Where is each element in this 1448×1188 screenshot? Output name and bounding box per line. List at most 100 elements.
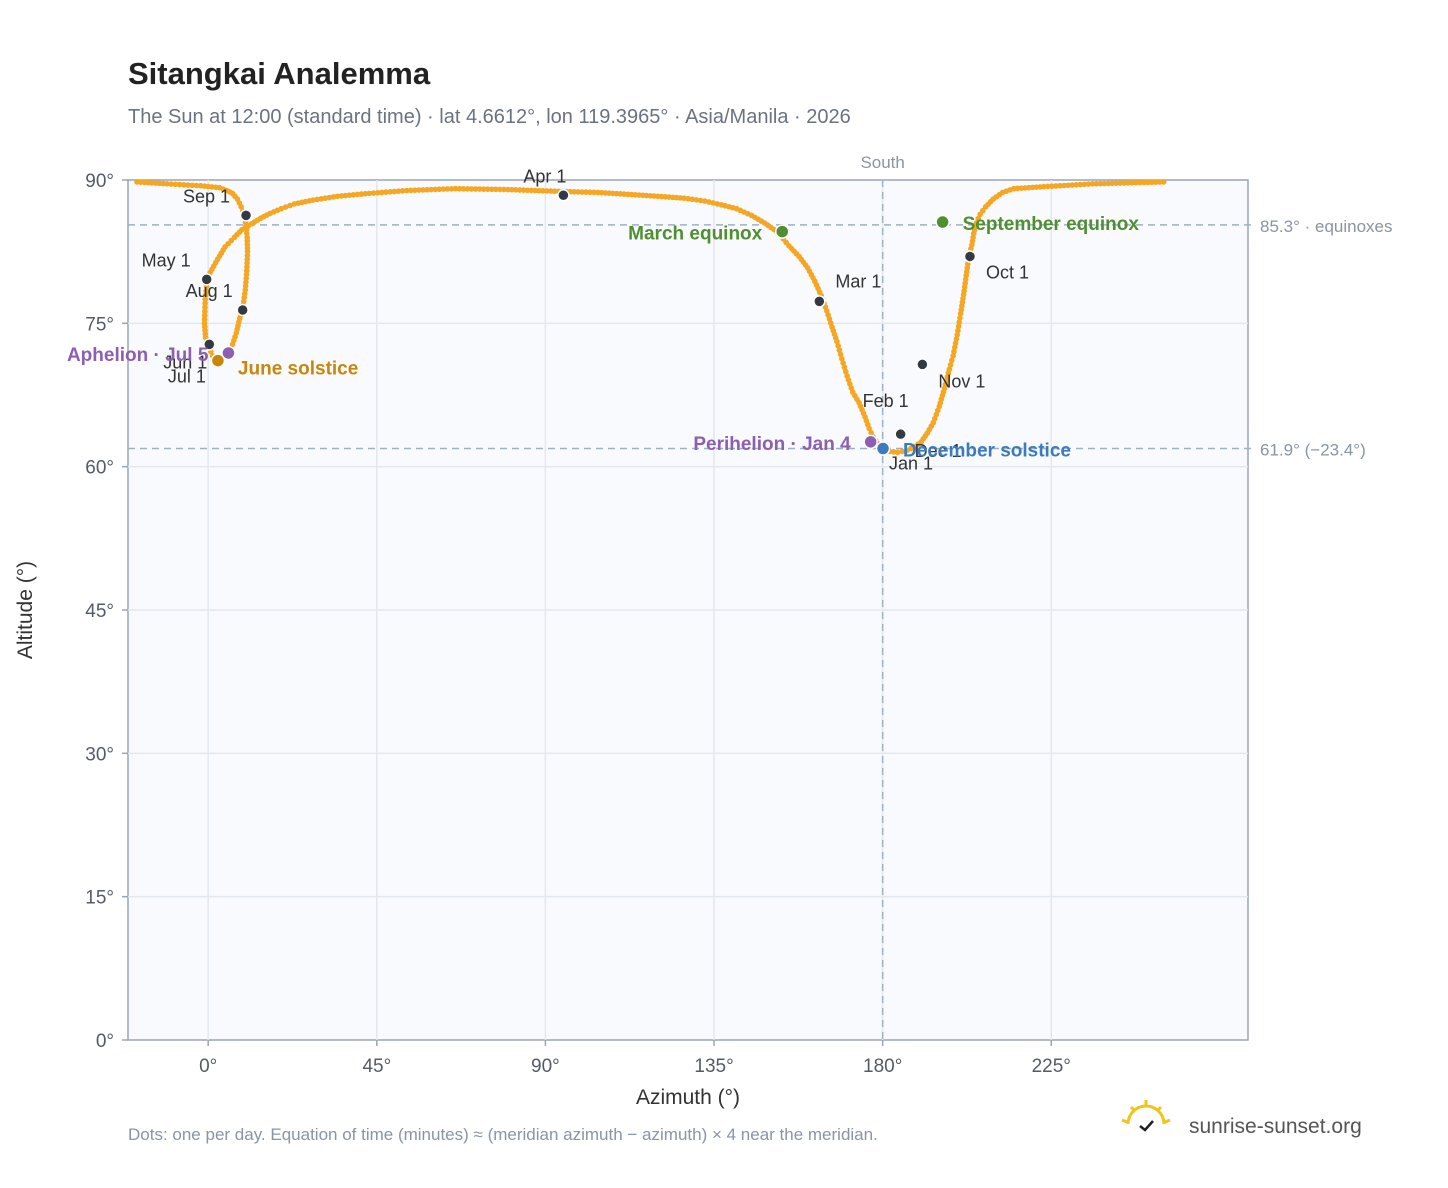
daily-sun-dot: [844, 373, 850, 379]
daily-sun-dot: [464, 186, 471, 192]
month-marker-label: Dec 1: [915, 441, 962, 461]
daily-sun-dot: [456, 185, 463, 192]
daily-sun-dot: [1073, 181, 1080, 188]
event-marker-dot: [774, 224, 790, 239]
brand-text: sunrise-sunset.org: [1189, 1115, 1362, 1138]
event-marker-dot: [875, 441, 891, 456]
x-tick-label: 180°: [863, 1056, 902, 1077]
daily-sun-dot: [975, 215, 982, 222]
daily-sun-dot: [134, 179, 140, 185]
sun-check-logo: [1121, 1100, 1171, 1132]
daily-sun-dot: [1156, 179, 1163, 185]
daily-sun-dot: [168, 181, 174, 187]
altitude-reference-label: 61.9° (−23.4°): [1260, 441, 1366, 460]
daily-sun-dot: [202, 308, 208, 315]
daily-sun-dot: [1097, 180, 1104, 187]
daily-sun-dot: [1152, 179, 1159, 185]
daily-sun-dot: [444, 186, 451, 192]
daily-sun-dot: [1137, 179, 1143, 186]
daily-sun-dot: [595, 189, 601, 196]
event-marker-dot: [935, 214, 950, 230]
daily-sun-dot: [982, 203, 989, 210]
month-marker-dot: [239, 209, 253, 222]
daily-sun-dot: [287, 202, 293, 209]
daily-sun-dot: [1141, 179, 1147, 186]
daily-sun-dot: [956, 319, 963, 325]
daily-sun-dot: [193, 182, 200, 189]
y-tick-label: 30°: [85, 744, 114, 765]
event-marker-label: December solstice: [903, 441, 1071, 462]
daily-sun-dot: [202, 300, 208, 307]
daily-sun-dot: [374, 189, 381, 196]
daily-sun-dot: [954, 332, 961, 338]
daily-sun-dot: [202, 296, 208, 303]
daily-sun-dot: [480, 186, 487, 192]
daily-sun-dot: [1089, 181, 1096, 187]
month-marker-dot: [203, 338, 216, 351]
daily-sun-dot: [395, 188, 402, 194]
daily-sun-dot: [842, 368, 849, 375]
daily-sun-dot: [899, 448, 906, 455]
daily-sun-dot: [837, 351, 844, 358]
month-marker-label: Apr 1: [523, 166, 566, 186]
event-marker-label: Aphelion · Jul 5: [67, 345, 209, 366]
daily-sun-dot: [1057, 182, 1063, 189]
daily-sun-dot: [839, 355, 845, 362]
daily-sun-dot: [714, 201, 721, 207]
daily-sun-dot: [1145, 179, 1151, 186]
daily-sun-dot: [587, 189, 593, 196]
altitude-reference-label: 85.3° · equinoxes: [1260, 217, 1393, 236]
y-tick-label: 60°: [85, 458, 114, 479]
event-marker-label: June solstice: [238, 359, 358, 380]
x-tick-label: 0°: [199, 1056, 217, 1077]
daily-sun-dot: [1061, 182, 1067, 189]
month-marker-label: Sep 1: [183, 186, 230, 206]
daily-sun-dot: [947, 361, 954, 368]
y-axis-label: Altitude (°): [14, 561, 37, 659]
reference-lines: South 85.3° · equinoxes 61.9° (−23.4°): [128, 153, 1393, 1040]
daily-sun-dot: [493, 186, 499, 193]
event-marker-dot: [863, 434, 878, 450]
daily-sun-dot: [505, 186, 511, 193]
daily-sun-dot: [403, 187, 410, 194]
month-marker-label: Aug 1: [186, 281, 233, 301]
daily-sun-dot: [476, 186, 483, 192]
daily-sun-dot: [432, 186, 438, 193]
daily-sun-dot: [484, 186, 491, 192]
daily-sun-dot: [840, 360, 846, 366]
event-marker-label: September equinox: [963, 214, 1140, 235]
daily-sun-dot: [949, 357, 955, 364]
daily-sun-dot: [1093, 180, 1100, 187]
daily-sun-dot: [710, 200, 716, 206]
month-marker-label: Oct 1: [986, 262, 1029, 282]
grid-lines: [128, 180, 1248, 1040]
daily-sun-dot: [201, 312, 208, 319]
daily-sun-dot: [1049, 183, 1055, 190]
footnote: Dots: one per day. Equation of time (min…: [128, 1125, 878, 1144]
daily-sun-dot: [841, 364, 848, 371]
daily-sun-dot: [1105, 180, 1112, 187]
month-marker-dot: [557, 189, 570, 202]
month-marker-dot: [236, 303, 249, 317]
daily-sun-dot: [383, 189, 389, 195]
daily-sun-dot: [1121, 180, 1127, 186]
event-marker-label: Perihelion · Jan 4: [693, 434, 851, 455]
daily-sun-dot: [836, 347, 843, 353]
daily-sun-dot: [440, 186, 447, 192]
daily-sun-dot: [890, 449, 897, 455]
chart-subtitle: The Sun at 12:00 (standard time) · lat 4…: [128, 106, 851, 128]
daily-sun-dot: [1081, 181, 1088, 188]
daily-sun-dot: [172, 181, 179, 188]
month-marker-label: Jul 1: [168, 367, 206, 387]
daily-sun-dot: [583, 189, 589, 195]
daily-sun-dot: [1149, 179, 1155, 186]
daily-sun-dot: [1065, 182, 1071, 189]
daily-sun-dot: [571, 188, 577, 195]
event-marker-dot: [221, 345, 236, 361]
x-tick-label: 135°: [694, 1056, 733, 1077]
event-markers: March equinox September equinox June solst…: [67, 214, 1139, 461]
daily-sun-dot: [1101, 180, 1108, 187]
daily-sun-dot: [391, 188, 398, 195]
daily-sun-dot: [428, 186, 434, 193]
